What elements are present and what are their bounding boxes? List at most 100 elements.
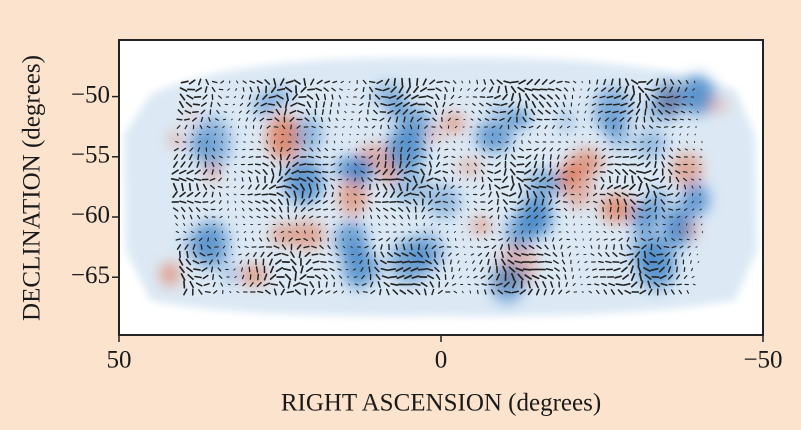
polarization-stick <box>208 259 213 265</box>
polarization-stick <box>638 147 644 152</box>
polarization-stick <box>256 80 263 84</box>
polarization-stick <box>188 161 193 168</box>
polarization-stick <box>625 140 629 144</box>
polarization-stick <box>266 237 270 242</box>
polarization-stick <box>361 283 367 286</box>
polarization-stick <box>444 86 448 93</box>
polarization-stick <box>557 223 561 226</box>
polarization-stick <box>263 215 269 219</box>
polarization-stick <box>678 140 681 144</box>
polarization-stick <box>524 93 531 101</box>
polarization-stick <box>409 124 413 130</box>
polarization-stick <box>686 238 690 241</box>
polarization-stick <box>461 290 464 294</box>
polarization-stick <box>362 148 366 151</box>
polarization-stick <box>226 193 229 196</box>
polarization-stick <box>348 148 350 151</box>
polarization-stick <box>550 281 554 288</box>
polarization-stick <box>550 223 554 226</box>
polarization-stick <box>676 283 683 286</box>
polarization-stick <box>502 199 508 205</box>
polarization-stick <box>668 155 674 159</box>
polarization-stick <box>671 126 676 128</box>
polarization-stick <box>450 200 455 204</box>
polarization-stick <box>304 117 310 122</box>
polarization-stick <box>181 182 184 192</box>
polarization-stick <box>595 223 598 226</box>
temperature-blob <box>271 223 292 246</box>
polarization-stick <box>295 140 299 144</box>
polarization-stick <box>608 155 614 159</box>
polarization-stick <box>530 185 540 189</box>
polarization-stick <box>398 85 404 94</box>
polarization-stick <box>587 155 590 159</box>
polarization-stick <box>667 169 673 175</box>
polarization-stick <box>521 253 529 256</box>
polarization-stick <box>176 133 179 136</box>
polarization-stick <box>594 87 599 92</box>
polarization-stick <box>300 198 306 206</box>
polarization-stick <box>699 208 702 211</box>
polarization-stick <box>517 86 525 93</box>
polarization-stick <box>517 273 524 281</box>
polarization-stick <box>598 103 605 106</box>
polarization-stick <box>676 183 679 191</box>
polarization-stick <box>216 110 220 114</box>
polarization-stick <box>605 268 614 271</box>
polarization-stick <box>635 108 641 116</box>
polarization-stick <box>363 140 366 144</box>
polarization-stick <box>335 245 338 249</box>
temperature-blob <box>471 218 491 234</box>
polarization-stick <box>343 253 347 256</box>
polarization-stick <box>591 103 597 106</box>
polarization-stick <box>481 155 486 159</box>
polarization-stick <box>562 101 566 108</box>
polarization-stick <box>181 147 187 152</box>
polarization-stick <box>228 141 231 143</box>
polarization-stick <box>375 207 381 212</box>
polarization-stick <box>638 182 642 192</box>
polarization-stick <box>200 244 203 250</box>
polarization-stick <box>198 237 203 242</box>
polarization-stick <box>634 236 637 243</box>
polarization-stick <box>179 191 186 198</box>
polarization-stick <box>659 176 666 183</box>
polarization-stick <box>458 193 462 196</box>
polarization-stick <box>180 206 186 213</box>
polarization-stick <box>500 251 504 258</box>
polarization-stick <box>655 140 659 144</box>
polarization-stick <box>700 148 703 151</box>
polarization-stick <box>610 214 613 220</box>
polarization-stick <box>256 148 262 151</box>
polarization-stick <box>346 193 349 196</box>
polarization-stick <box>241 274 245 280</box>
polarization-stick <box>280 146 283 153</box>
polarization-stick <box>395 243 398 251</box>
polarization-stick <box>273 230 277 234</box>
polarization-stick <box>233 170 237 174</box>
polarization-stick <box>562 178 568 181</box>
polarization-stick <box>657 109 663 115</box>
polarization-stick <box>637 154 644 160</box>
polarization-stick <box>516 170 525 174</box>
polarization-stick <box>691 200 694 204</box>
polarization-stick <box>273 140 276 144</box>
polarization-stick <box>555 169 560 175</box>
polarization-stick <box>259 124 263 130</box>
polarization-stick <box>688 252 692 257</box>
polarization-stick <box>372 109 378 115</box>
polarization-stick <box>518 147 524 152</box>
polarization-stick <box>256 215 261 219</box>
polarization-stick <box>561 259 566 265</box>
polarization-stick <box>451 207 455 212</box>
polarization-stick <box>614 275 622 279</box>
polarization-stick <box>180 80 189 84</box>
polarization-stick <box>273 245 280 249</box>
polarization-stick <box>459 163 462 166</box>
polarization-stick <box>333 140 336 144</box>
polarization-stick <box>254 102 259 107</box>
polarization-stick <box>367 177 373 182</box>
polarization-stick <box>299 163 307 166</box>
polarization-stick <box>587 162 589 167</box>
y-tick-label: −65 <box>71 262 110 289</box>
